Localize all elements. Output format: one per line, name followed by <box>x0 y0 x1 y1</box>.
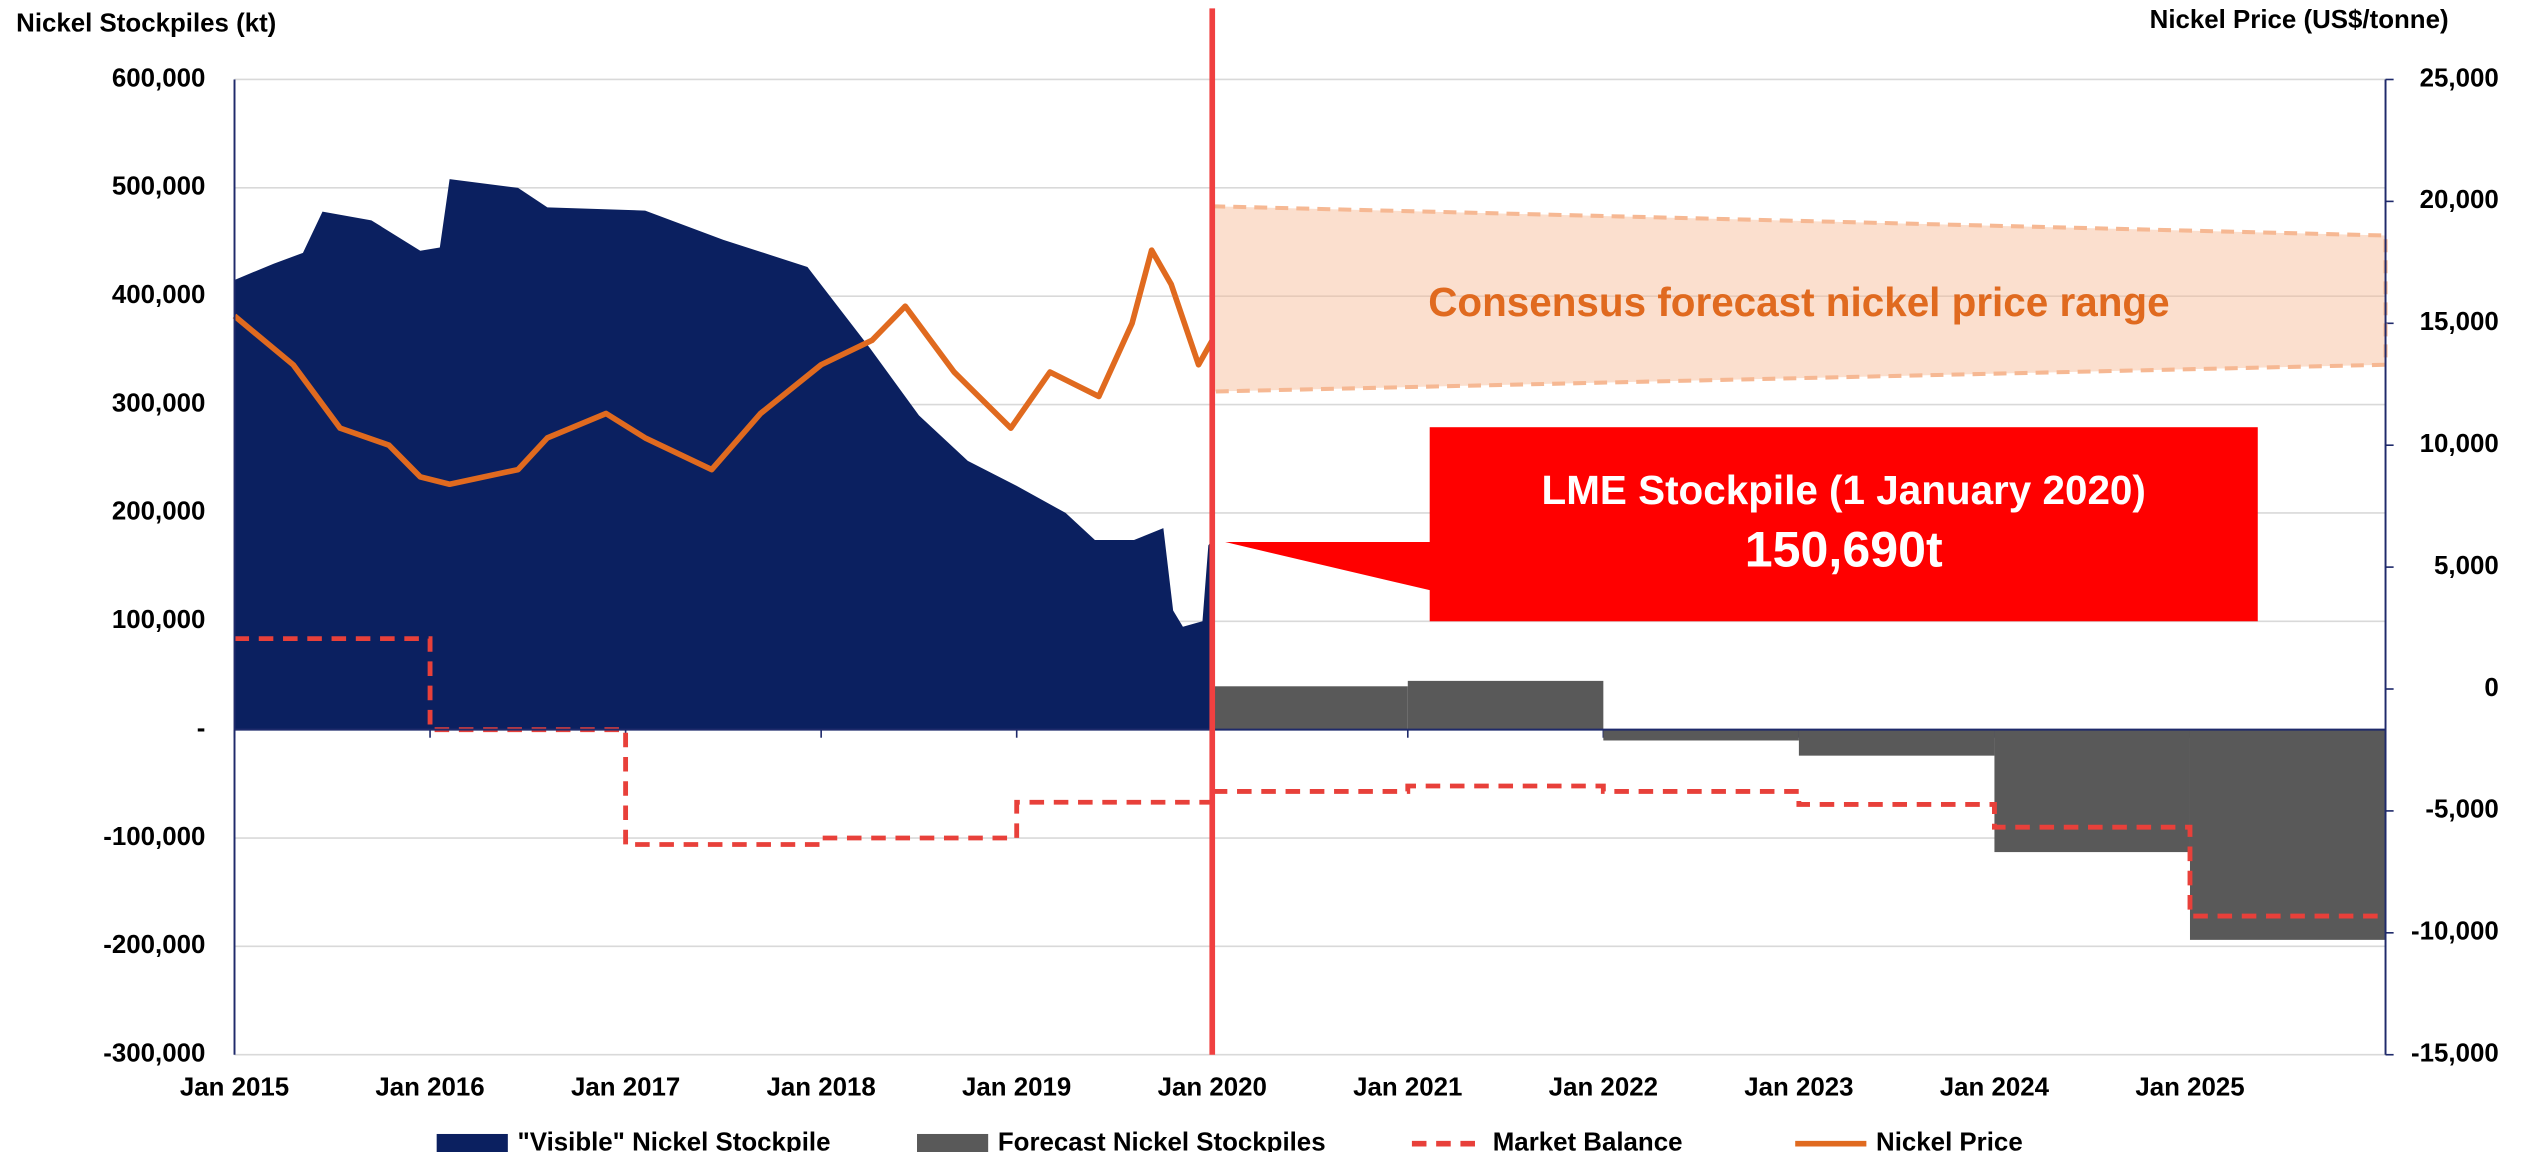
y2-axis-label: Nickel Price (US$/tonne) <box>2150 6 2449 34</box>
legend-swatch <box>436 1133 508 1152</box>
forecast-bar <box>2189 729 2386 940</box>
balance-line <box>234 636 2386 919</box>
y2-tick-label: 10,000 <box>2420 430 2499 458</box>
forecast-bar <box>1407 680 1604 730</box>
x-tick-label: Jan 2022 <box>1549 1074 1658 1102</box>
legend-swatch <box>917 1133 989 1152</box>
y-tick-label: - <box>197 714 206 742</box>
y2-tick-label: 15,000 <box>2420 308 2499 336</box>
y-tick-label: 100,000 <box>112 606 205 634</box>
y2-tick-label: -10,000 <box>2411 918 2499 946</box>
x-tick-label: Jan 2021 <box>1353 1074 1462 1102</box>
y-tick-label: 600,000 <box>112 64 205 92</box>
y-tick-label: -300,000 <box>103 1040 205 1068</box>
callout-title: LME Stockpile (1 January 2020) <box>1542 467 2146 513</box>
x-tick-label: Jan 2018 <box>767 1074 876 1102</box>
legend-label: Forecast Nickel Stockpiles <box>998 1129 1326 1152</box>
x-tick-label: Jan 2019 <box>962 1074 1071 1102</box>
forecast-bar <box>1603 729 1799 741</box>
y2-tick-label: -5,000 <box>2425 796 2498 824</box>
y-tick-label: 200,000 <box>112 498 205 526</box>
callout-value: 150,690t <box>1745 522 1943 578</box>
legend-label: "Visible" Nickel Stockpile <box>518 1129 831 1152</box>
y2-tick-label: 20,000 <box>2420 186 2499 214</box>
x-tick-label: Jan 2020 <box>1158 1074 1267 1102</box>
y-tick-label: -200,000 <box>103 931 205 959</box>
forecast-band <box>1210 204 2388 394</box>
x-tick-label: Jan 2024 <box>1940 1074 2050 1102</box>
forecast-bar <box>1798 729 1995 756</box>
y-tick-label: 400,000 <box>112 281 205 309</box>
x-tick-label: Jan 2016 <box>375 1074 484 1102</box>
forecast-bar <box>1994 729 2190 853</box>
forecast-bar <box>1212 686 1408 730</box>
y-tick-label: -100,000 <box>103 823 205 851</box>
x-tick-label: Jan 2025 <box>2135 1074 2244 1102</box>
y-tick-label: 500,000 <box>112 173 205 201</box>
y-tick-label: 300,000 <box>112 389 205 417</box>
y2-tick-label: -15,000 <box>2411 1040 2499 1068</box>
price-line <box>232 247 1215 488</box>
callout-pointer <box>1225 542 1432 591</box>
y-axis-label: Nickel Stockpiles (kt) <box>16 9 276 37</box>
y2-tick-label: 25,000 <box>2420 64 2499 92</box>
x-tick-label: Jan 2015 <box>180 1074 289 1102</box>
y2-tick-label: 5,000 <box>2434 552 2499 580</box>
callout-box <box>1429 427 2258 622</box>
legend-label: Nickel Price <box>1876 1129 2023 1152</box>
x-tick-label: Jan 2017 <box>571 1074 680 1102</box>
band-label: Consensus forecast nickel price range <box>1428 279 2169 325</box>
legend-label: Market Balance <box>1493 1129 1683 1152</box>
y2-tick-label: 0 <box>2484 674 2498 702</box>
x-tick-label: Jan 2023 <box>1744 1074 1853 1102</box>
